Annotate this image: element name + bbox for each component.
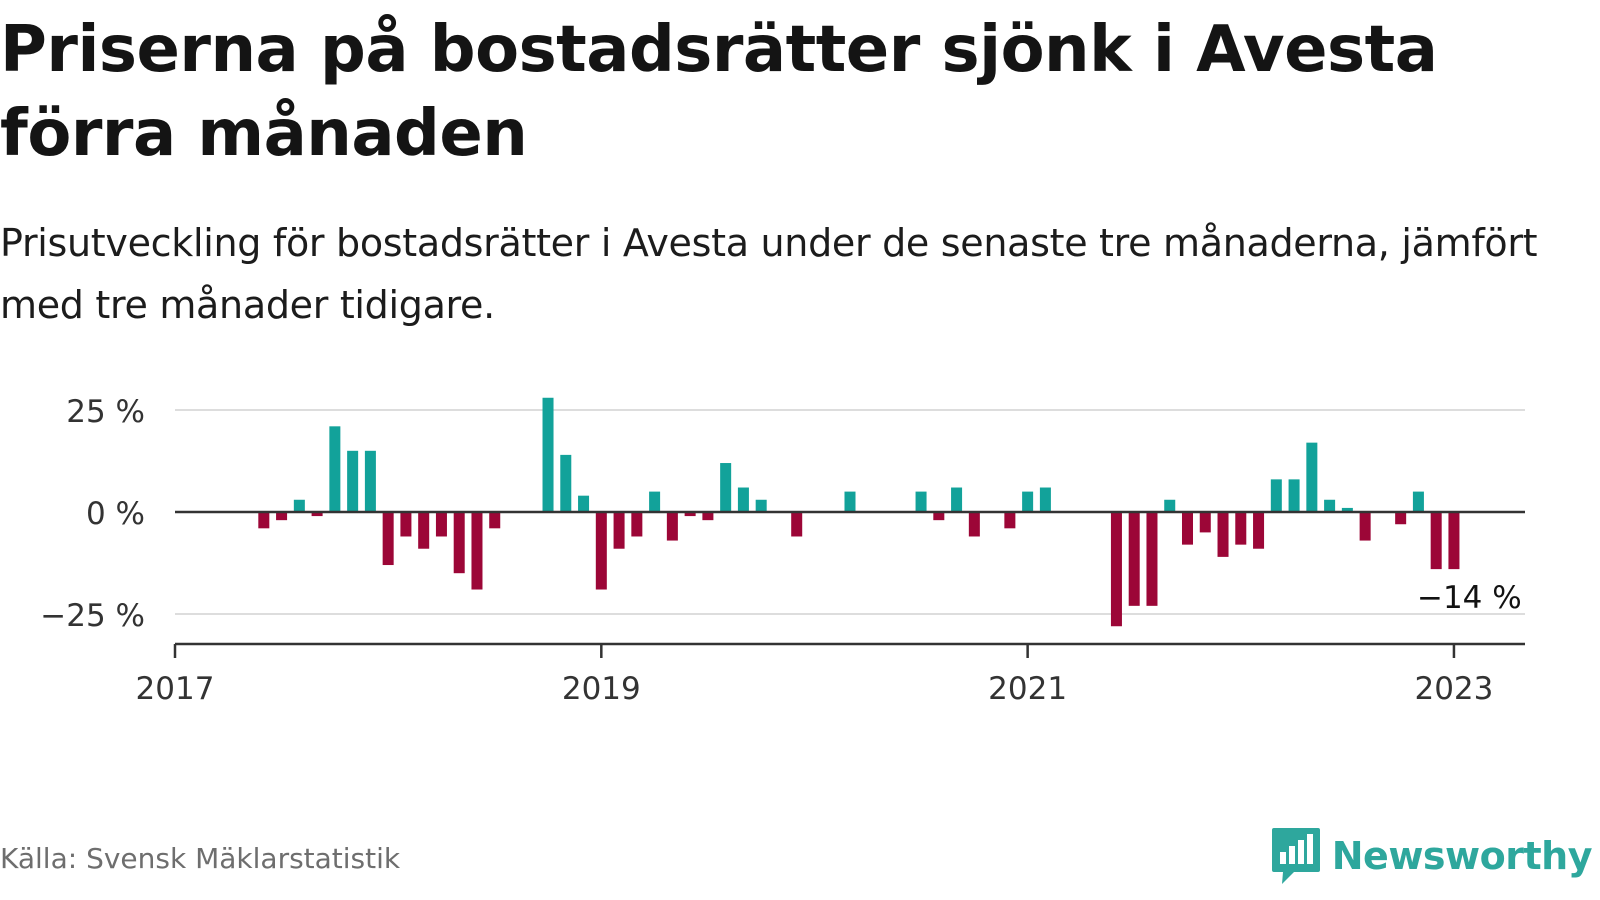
bar [1253,512,1265,549]
bar [1288,479,1300,512]
chart-title: Priserna på bostadsrätter sjönk i Avesta… [0,13,1438,171]
newsworthy-logo-icon [1271,828,1320,884]
bar [613,512,625,549]
bar [1270,479,1282,512]
bar [1341,507,1353,512]
bar [453,512,465,574]
bar [595,512,607,590]
bar [1022,491,1034,512]
bar [684,512,696,517]
bar [1128,512,1140,606]
x-tick-label: 2017 [136,671,215,707]
bar [1217,512,1229,557]
bar [578,495,590,512]
bar [1395,512,1407,525]
bar [471,512,483,590]
bar [1448,512,1460,570]
bar [915,491,927,512]
y-tick-label: 0 % [86,496,145,532]
bar [1039,487,1051,512]
bar [702,512,714,521]
y-axis-labels: 25 % 0 % −25 % [40,394,145,634]
y-tick-label: 25 % [66,394,145,430]
bar [418,512,430,549]
bar [329,426,341,512]
x-tick-label: 2023 [1414,671,1493,707]
bar [258,512,270,529]
bar [1359,512,1371,541]
bar [1235,512,1247,545]
bar [1004,512,1016,529]
y-tick-label: −25 % [40,598,145,634]
bar [1306,442,1318,512]
x-tick-label: 2019 [562,671,641,707]
bar-chart: 25 % 0 % −25 % 2017 2019 2021 2023 −14 % [40,394,1525,707]
bar [737,487,749,512]
bar [311,512,323,517]
bar [755,499,767,512]
bar [720,463,732,512]
bar [1324,499,1336,512]
bar [631,512,643,537]
bar [844,491,856,512]
bar [542,397,554,512]
bar [666,512,678,541]
source-note: Källa: Svensk Mäklarstatistik [0,842,401,875]
brand-name: Newsworthy [1331,834,1593,878]
bar [560,454,572,512]
bar [1181,512,1193,545]
last-value-annotation: −14 % [1417,580,1522,616]
bar [933,512,945,521]
bar [951,487,963,512]
bar [1430,512,1442,570]
bar [1146,512,1158,606]
bar [1199,512,1211,533]
bars [258,397,1460,627]
brand-logo: Newsworthy [1270,826,1593,886]
bar [649,491,661,512]
bar [293,499,305,512]
x-axis-ticks: 2017 2019 2021 2023 [136,644,1493,707]
bar [791,512,803,537]
bar [435,512,447,537]
bar [347,450,359,512]
bar [400,512,412,537]
gridlines [175,409,1525,615]
bar [382,512,394,566]
bar [1412,491,1424,512]
x-tick-label: 2021 [988,671,1067,707]
bar [276,512,288,521]
bar [1110,512,1122,627]
bar [968,512,980,537]
bar [489,512,501,529]
chart-subtitle: Prisutveckling för bostadsrätter i Avest… [0,221,1538,327]
bar [1164,499,1176,512]
bar [364,450,376,512]
